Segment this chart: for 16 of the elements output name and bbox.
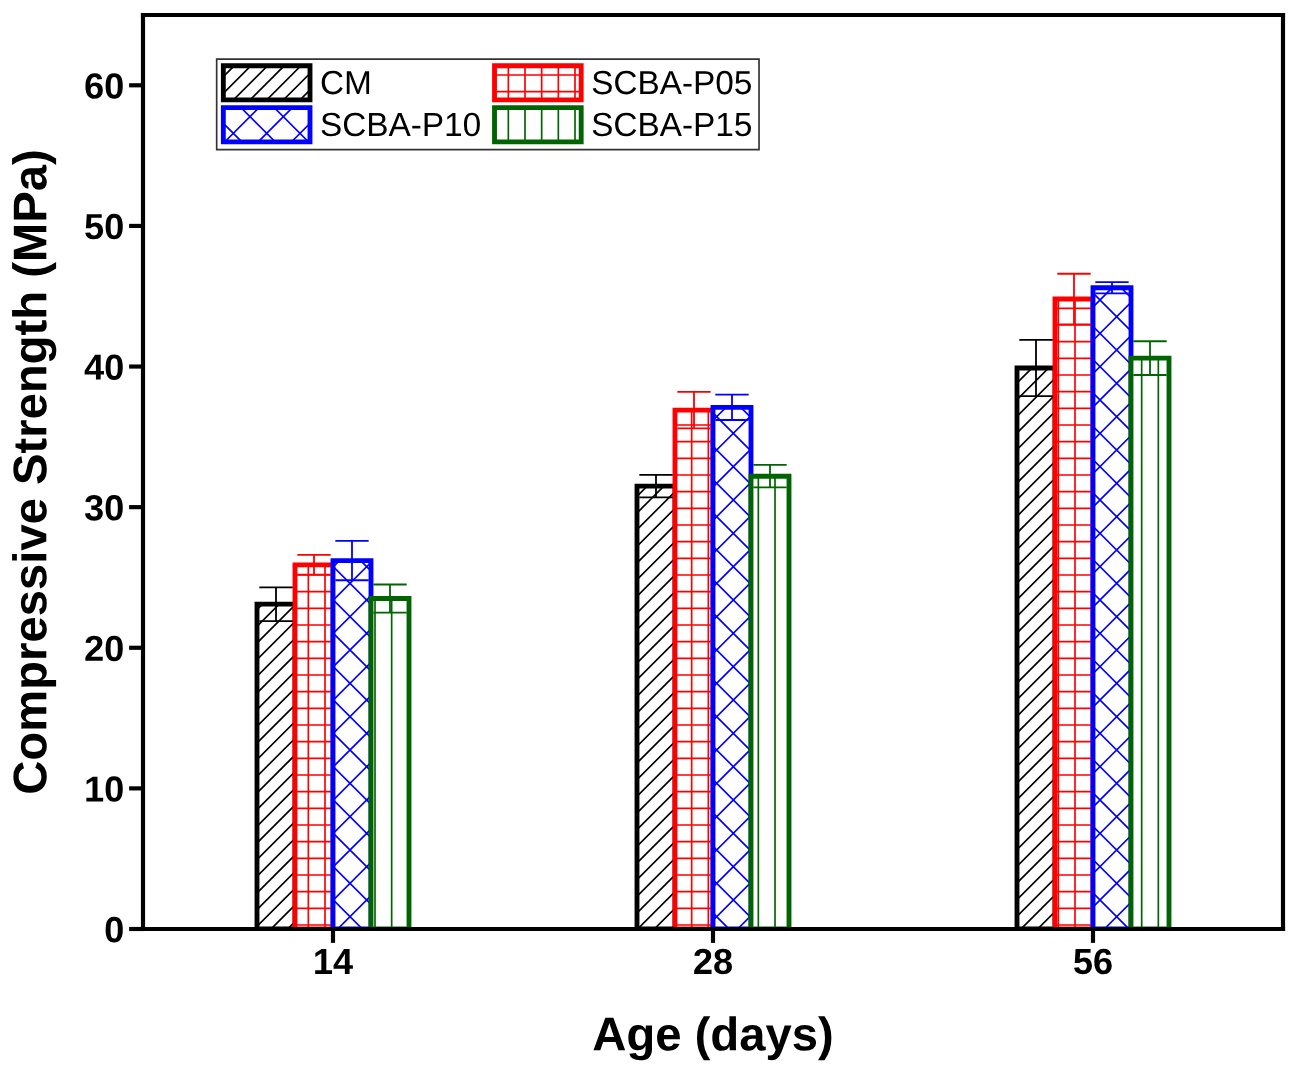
x-axis-title: Age (days) (593, 1016, 832, 1061)
y-tick-label: 50 (85, 213, 123, 240)
y-axis-title: Compressive Strength (MPa) (12, 151, 57, 793)
y-tick-label: 20 (85, 635, 123, 662)
legend-label: SCBA-P05 (592, 70, 751, 95)
x-tick-label: 14 (315, 949, 353, 974)
legend-label: SCBA-P15 (592, 112, 751, 137)
x-tick-label: 56 (1074, 948, 1112, 975)
y-tick-label: 60 (85, 73, 123, 99)
y-tick-label: 10 (86, 776, 123, 802)
y-tick-label: 30 (84, 495, 123, 521)
x-tick-label: 28 (694, 948, 732, 975)
y-tick-label: 40 (84, 354, 123, 380)
legend-label: SCBA-P10 (321, 112, 480, 137)
y-tick-label: 0 (105, 916, 123, 943)
legend-label: CM (321, 70, 370, 95)
